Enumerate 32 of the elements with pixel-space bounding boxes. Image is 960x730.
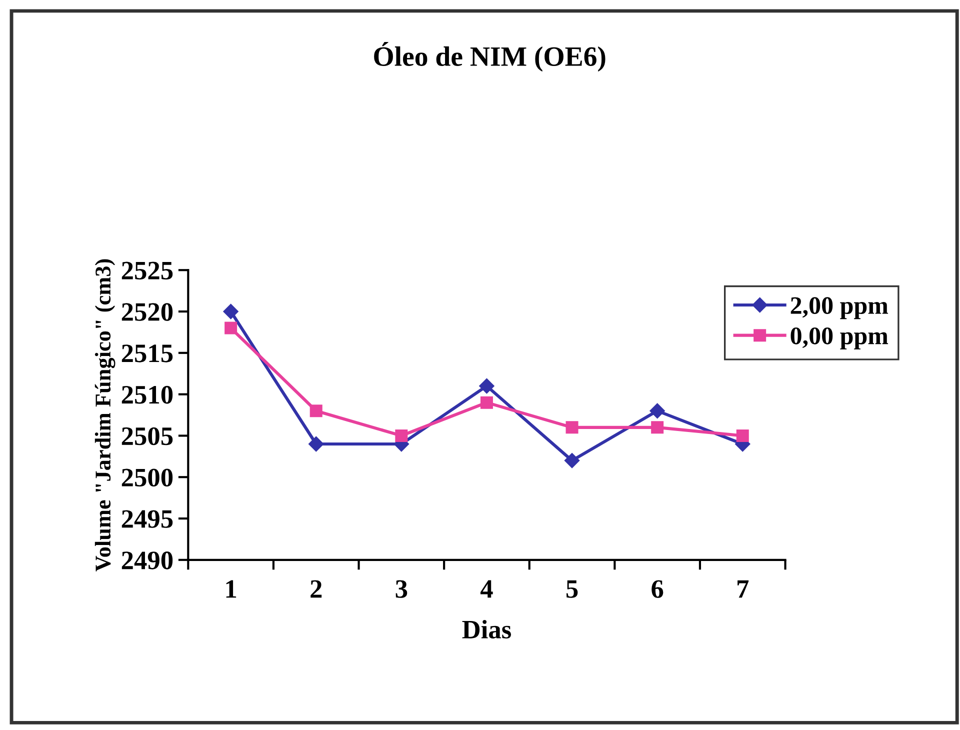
y-tick-label: 2515	[122, 344, 173, 362]
point	[223, 304, 238, 320]
chart-title: Óleo de NIM (OE6)	[374, 42, 606, 72]
y-tick-label: 2510	[122, 386, 173, 404]
y-tick-label: 2505	[122, 427, 173, 446]
point	[566, 421, 578, 434]
y-tick-label: 2520	[122, 303, 173, 321]
point	[479, 378, 494, 394]
x-tick-label: 4	[480, 580, 493, 598]
point	[650, 403, 665, 418]
x-tick-label: 7	[738, 580, 749, 598]
y-tick-label: 2490	[122, 552, 173, 570]
y-axis-title: Volume "Jardim Fúngico" (cm3)	[94, 259, 116, 572]
point	[651, 421, 664, 434]
point	[736, 429, 749, 442]
x-tick-label: 5	[566, 580, 578, 598]
y-tick-label: 2500	[122, 468, 173, 487]
legend-label: 2,00 ppm	[790, 297, 888, 320]
x-tick-label: 2	[310, 580, 322, 598]
x-tick-label: 1	[226, 580, 236, 598]
legend-label: 0,00 ppm	[790, 327, 888, 350]
x-tick-label: 3	[396, 580, 408, 598]
point	[480, 396, 493, 409]
x-axis-title: Dias	[462, 620, 511, 639]
point	[308, 436, 324, 452]
point	[564, 452, 580, 468]
point	[310, 404, 322, 418]
y-tick-label: 2495	[122, 510, 173, 528]
point	[224, 322, 238, 334]
x-tick-label: 6	[652, 580, 664, 598]
y-tick-label: 2525	[122, 262, 173, 280]
point	[395, 429, 408, 442]
